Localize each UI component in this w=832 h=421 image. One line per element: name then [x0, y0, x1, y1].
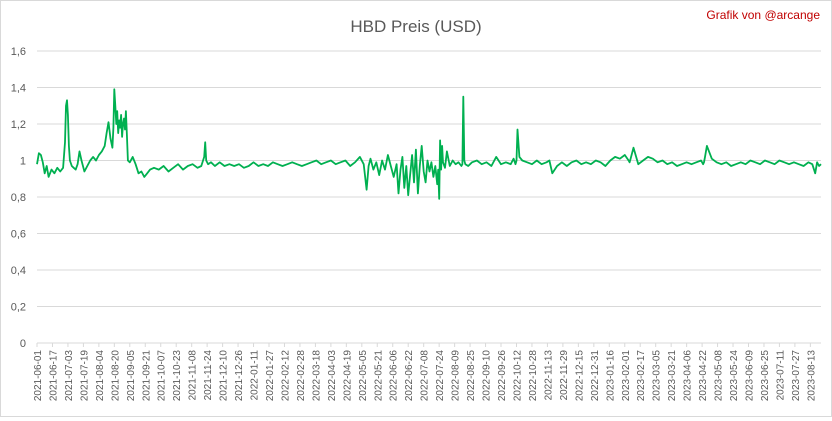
x-tick-label: 2022-04-03: [327, 350, 338, 402]
x-tick-label: 2023-07-27: [791, 350, 802, 402]
x-tick-label: 2022-06-22: [404, 350, 415, 402]
y-tick-label: 1,4: [11, 83, 26, 95]
x-tick-label: 2022-10-28: [528, 350, 539, 402]
x-tick-label: 2023-04-06: [683, 350, 694, 402]
x-tick-label: 2022-06-06: [389, 350, 400, 402]
credit-label: Grafik von @arcange: [706, 8, 820, 22]
y-tick-label: 0,6: [11, 229, 26, 241]
x-tick-label: 2021-06-01: [33, 350, 44, 402]
x-tick-label: 2021-06-17: [48, 350, 59, 402]
y-tick-label: 1,2: [11, 119, 26, 131]
x-tick-label: 2022-12-15: [574, 350, 585, 402]
x-tick-label: 2022-09-10: [482, 350, 493, 402]
x-tick-label: 2021-11-24: [203, 350, 214, 401]
x-tick-label: 2023-05-24: [729, 350, 740, 402]
x-tick-label: 2022-10-12: [512, 350, 523, 402]
y-tick-label: 1,6: [11, 46, 26, 58]
x-tick-label: 2021-09-21: [141, 350, 152, 402]
y-tick-label: 0,2: [11, 302, 26, 314]
x-tick-label: 2022-12-31: [590, 350, 601, 402]
x-tick-label: 2023-08-13: [806, 350, 817, 402]
x-tick-label: 2023-02-01: [621, 350, 632, 402]
x-tick-label: 2022-05-05: [358, 350, 369, 402]
x-tick-label: 2023-01-16: [605, 350, 616, 402]
x-tick-label: 2022-01-27: [265, 350, 276, 402]
x-tick-label: 2023-07-11: [775, 350, 786, 401]
x-tick-label: 2022-08-25: [466, 350, 477, 402]
x-tick-label: 2021-10-23: [172, 350, 183, 402]
x-tick-label: 2023-04-22: [698, 350, 709, 402]
x-tick-label: 2022-08-09: [451, 350, 462, 402]
x-tick-label: 2022-11-13: [543, 350, 554, 401]
x-tick-label: 2022-03-18: [311, 350, 322, 402]
x-tick-label: 2021-08-20: [110, 350, 121, 402]
x-tick-label: 2023-02-17: [636, 350, 647, 402]
x-tick-label: 2023-03-05: [652, 350, 663, 402]
x-tick-label: 2021-09-05: [126, 350, 137, 402]
x-tick-label: 2021-12-10: [219, 350, 230, 402]
x-tick-label: 2023-03-21: [667, 350, 678, 402]
x-tick-label: 2022-09-26: [497, 350, 508, 402]
x-tick-label: 2022-04-19: [342, 350, 353, 402]
chart-title: HBD Preis (USD): [350, 17, 481, 36]
y-tick-label: 0,4: [11, 265, 26, 277]
x-tick-label: 2023-06-09: [744, 350, 755, 402]
x-tick-label: 2021-07-19: [79, 350, 90, 402]
x-tick-label: 2022-07-08: [420, 350, 431, 402]
x-tick-label: 2022-11-29: [559, 350, 570, 401]
gridlines: [37, 50, 821, 344]
x-tick-label: 2021-12-26: [234, 350, 245, 402]
x-tick-label: 2021-10-07: [157, 350, 168, 402]
x-axis-ticks: 2021-06-01 2021-06-17 2021-07-03 2021-07-19…: [33, 343, 817, 401]
x-tick-label: 2021-07-03: [64, 350, 75, 402]
x-tick-label: 2023-05-08: [714, 350, 725, 402]
y-tick-label: 1: [20, 156, 26, 168]
x-tick-label: 2023-06-25: [760, 350, 771, 402]
x-tick-label: 2021-08-04: [95, 350, 106, 402]
series-line-hbd-price: [36, 88, 822, 200]
x-tick-label: 2022-01-11: [250, 350, 261, 401]
x-tick-label: 2021-11-08: [188, 350, 199, 401]
x-tick-label: 2022-07-24: [435, 350, 446, 402]
y-tick-label: 0: [20, 338, 26, 350]
x-tick-label: 2022-05-21: [373, 350, 384, 402]
x-tick-label: 2022-02-12: [280, 350, 291, 402]
y-axis-ticks: 0 0,2 0,4 0,6 0,8 1 1,2 1,4 1,6: [11, 46, 26, 350]
y-tick-label: 0,8: [11, 192, 26, 204]
x-tick-label: 2022-02-28: [296, 350, 307, 402]
